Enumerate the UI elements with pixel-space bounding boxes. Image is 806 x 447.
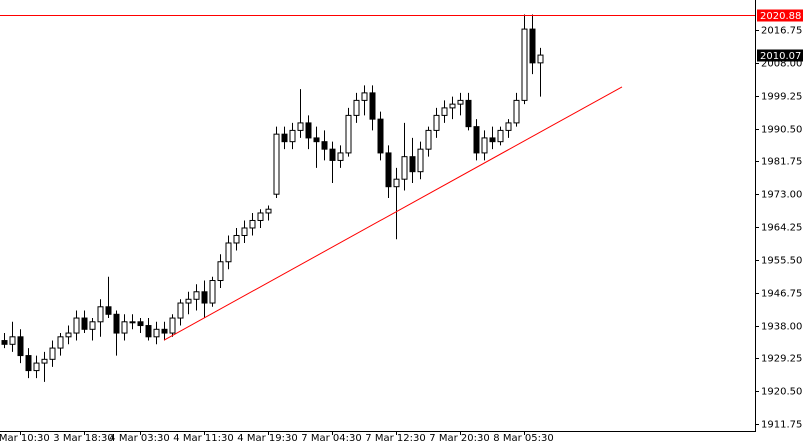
candle-body [281, 133, 288, 143]
candle-body [377, 118, 384, 154]
candle-body [329, 148, 336, 161]
candle-body [489, 137, 496, 143]
y-tick-label: 1964.25 [761, 223, 802, 234]
candle-body [137, 321, 144, 327]
y-tick-label: 1929.25 [761, 354, 802, 365]
candle-body [169, 317, 176, 334]
candle-body [225, 242, 232, 263]
current-price-label: 2010.07 [760, 51, 801, 62]
candle-body [209, 280, 216, 304]
candle-body [473, 126, 480, 154]
candle-body [177, 302, 184, 319]
candle-body [401, 156, 408, 180]
candle-body [193, 291, 200, 300]
candle-body [393, 178, 400, 188]
candle-body [113, 313, 120, 334]
candle-body [25, 355, 32, 372]
candle-body [49, 347, 56, 360]
candle-body [361, 92, 368, 101]
candle-body [313, 137, 320, 143]
trendline [163, 86, 623, 341]
x-tick-label: 4 Mar 19:30 [237, 433, 297, 444]
candle-body [337, 152, 344, 161]
candle-body [153, 328, 160, 338]
candle-body [241, 227, 248, 236]
candle-body [233, 234, 240, 244]
candle-body [521, 28, 528, 101]
y-tick-label: 2008.00 [761, 59, 802, 70]
candle-body [513, 99, 520, 124]
candle-body [529, 28, 536, 64]
candle-body [41, 358, 48, 364]
candle-body [497, 129, 504, 143]
candle-body [145, 325, 152, 338]
candle-body [433, 114, 440, 131]
y-tick-label: 1911.75 [761, 420, 802, 431]
candle-body [353, 99, 360, 116]
candle-body [409, 156, 416, 173]
candle-body [297, 122, 304, 131]
price-line-label-box [757, 9, 803, 22]
x-tick-label: 7 Mar 04:30 [301, 433, 361, 444]
candle-body [449, 103, 456, 109]
y-tick-label: 1946.75 [761, 289, 802, 300]
y-tick-label: 1981.75 [761, 157, 802, 168]
y-tick-label: 1938.00 [761, 322, 802, 333]
y-tick-label: 1920.50 [761, 387, 802, 398]
y-tick-label: 1955.50 [761, 256, 802, 267]
candle-body [217, 261, 224, 282]
candle-body [257, 212, 264, 221]
candle-body [89, 321, 96, 330]
candle-body [457, 99, 464, 105]
candle-body [33, 362, 40, 372]
price-line-label: 2020.88 [760, 11, 801, 22]
candle-body [321, 141, 328, 150]
candle-body [265, 208, 272, 214]
candle-body [1, 340, 8, 345]
y-tick-label: 1990.50 [761, 125, 802, 136]
candle-body [9, 336, 16, 345]
candle-body [65, 332, 72, 338]
candle-body [441, 107, 448, 116]
candle-body [505, 122, 512, 131]
candle-body [185, 298, 192, 304]
candle-body [345, 114, 352, 154]
x-tick-label: 7 Mar 12:30 [365, 433, 425, 444]
candle-body [249, 219, 256, 229]
candle-body [537, 54, 544, 64]
y-tick-label: 1999.25 [761, 92, 802, 103]
candle-body [369, 92, 376, 120]
candle-body [81, 317, 88, 330]
candle-body [161, 328, 168, 334]
candle-body [425, 129, 432, 150]
candle-body [105, 306, 112, 315]
y-tick-label: 2016.75 [761, 26, 802, 37]
candle-body [417, 148, 424, 173]
x-tick-label: 7 Mar 20:30 [429, 433, 489, 444]
candle-body [305, 122, 312, 139]
x-tick-label: 3 Mar 10:30 [0, 433, 50, 444]
x-tick-label: 3 Mar 18:30 [53, 433, 113, 444]
candle-body [57, 336, 64, 349]
candle-body [73, 317, 80, 334]
x-tick-label: 8 Mar 05:30 [493, 433, 553, 444]
x-tick-label: 4 Mar 11:30 [173, 433, 233, 444]
candle-body [481, 137, 488, 154]
candle-body [97, 306, 104, 323]
current-price-box [757, 49, 803, 62]
x-tick-label: 4 Mar 03:30 [109, 433, 169, 444]
candle-body [129, 321, 136, 324]
candle-body [17, 336, 24, 357]
candle-body [385, 152, 392, 188]
candle-body [273, 133, 280, 195]
candle-body [121, 321, 128, 334]
candle-body [289, 129, 296, 143]
y-tick-label: 1973.00 [761, 190, 802, 201]
candle-body [465, 99, 472, 128]
candle-body [201, 291, 208, 304]
